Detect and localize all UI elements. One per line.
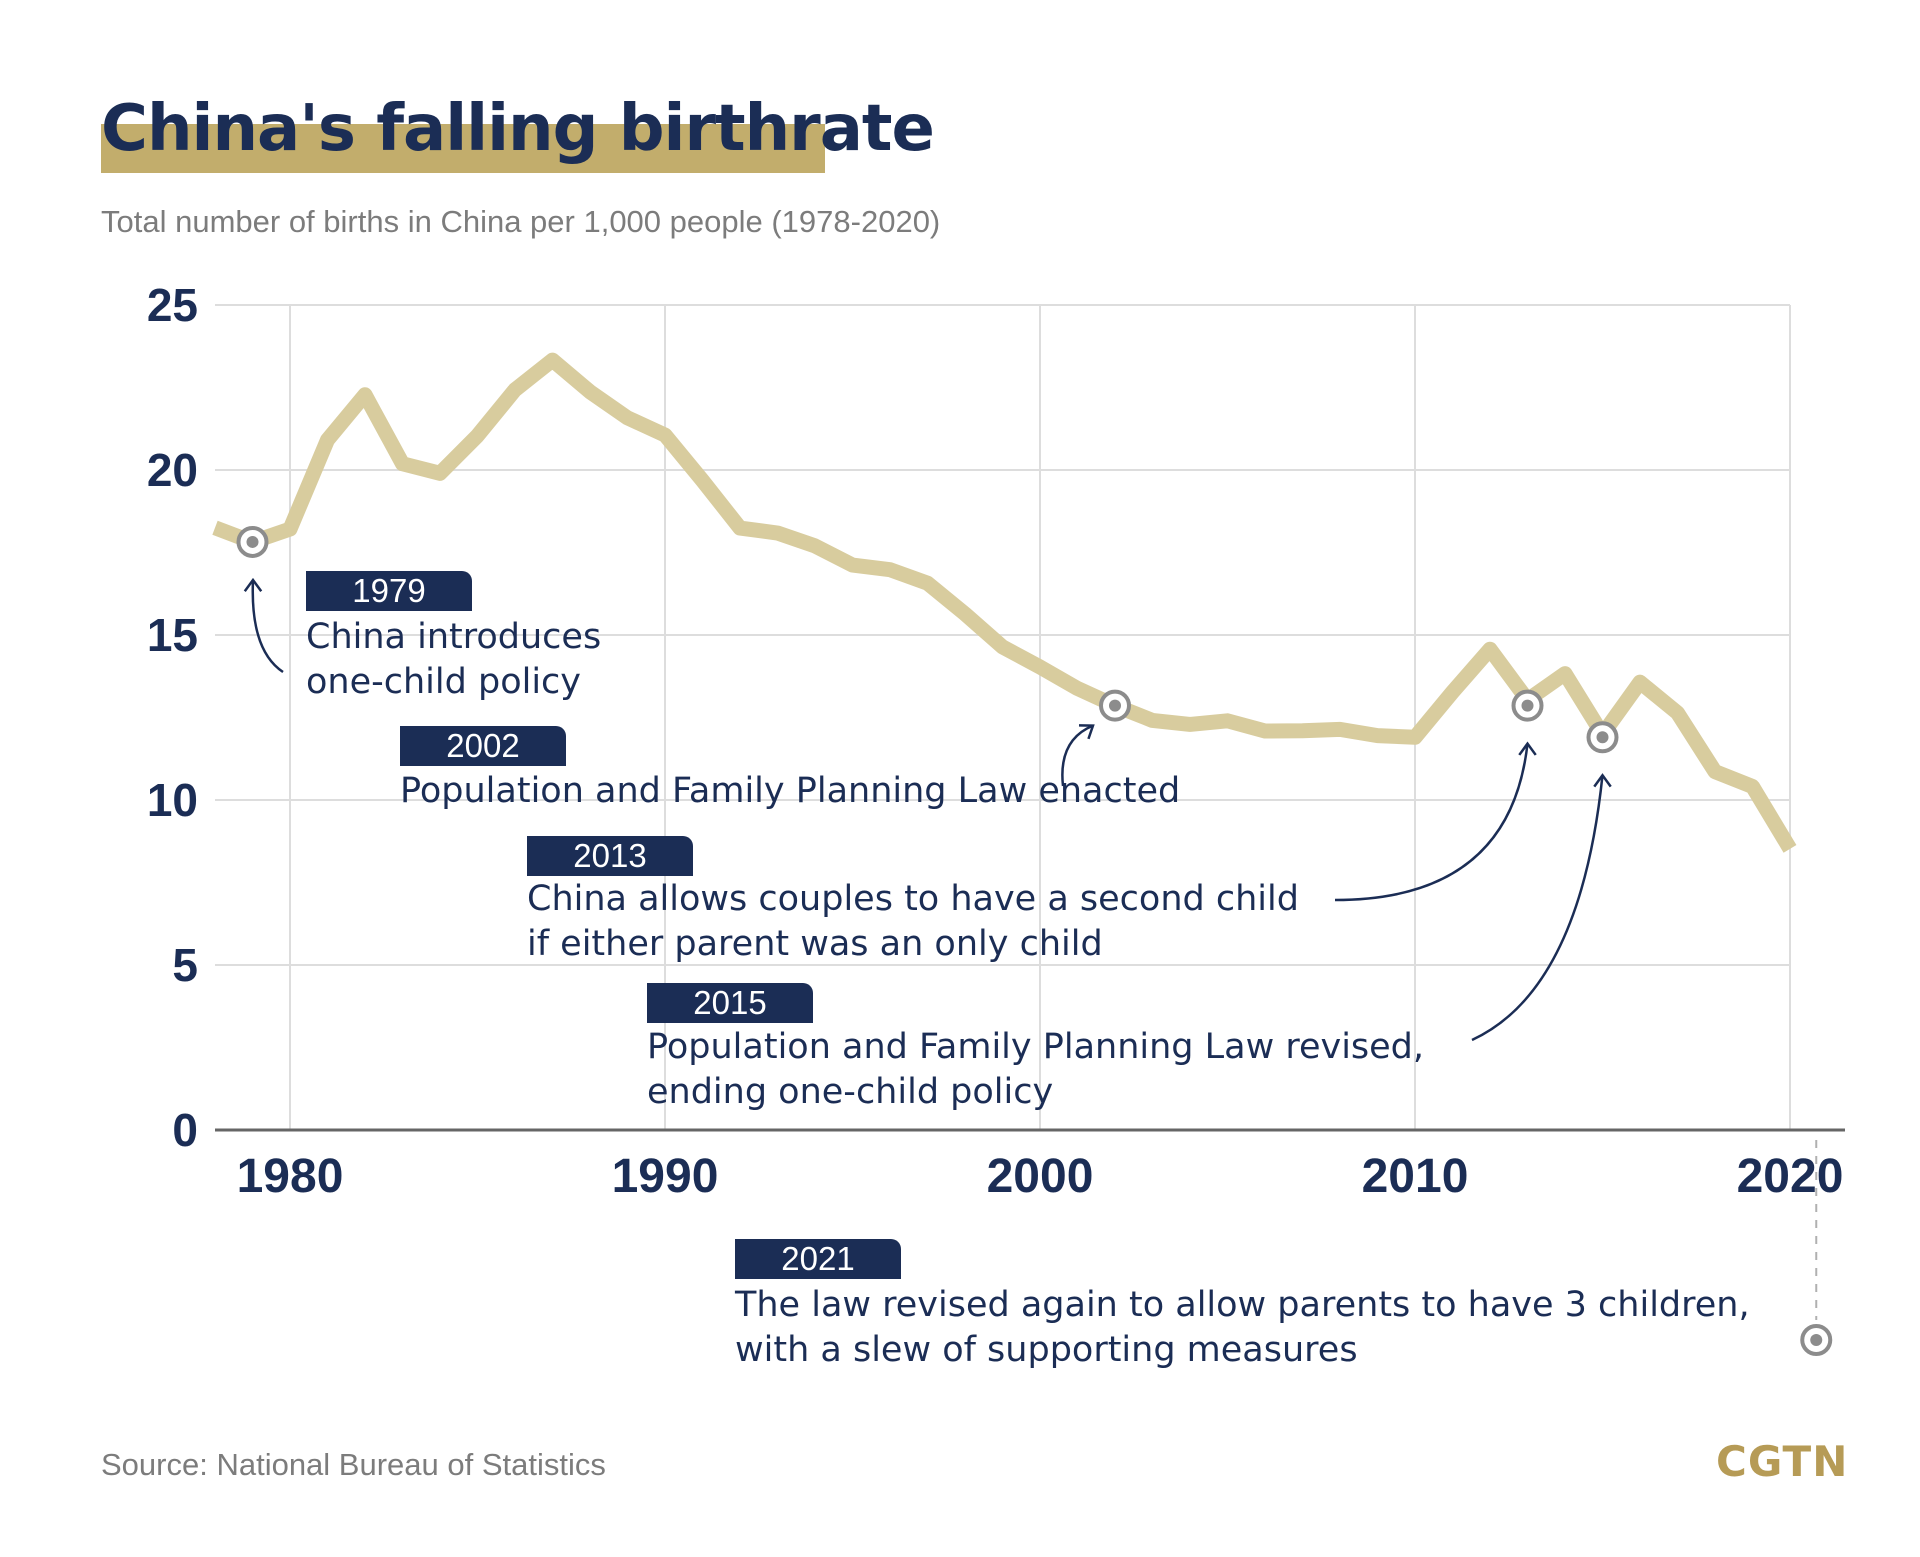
annotation-2015-tag: 2015 <box>647 983 813 1023</box>
title-underline-bar <box>101 124 825 173</box>
x-tick-label-2000: 2000 <box>987 1150 1094 1203</box>
annotation-2002-text: Population and Family Planning Law enact… <box>400 769 1180 814</box>
marker-2021-dot <box>1810 1334 1823 1346</box>
annotation-arrows <box>243 577 1818 1320</box>
annotation-2013-text: China allows couples to have a second ch… <box>527 877 1299 967</box>
marker-2002-dot <box>1109 699 1121 712</box>
annotation-2013-tag: 2013 <box>527 836 693 876</box>
x-tick-label-2020: 2020 <box>1737 1150 1844 1203</box>
annotation-2015-line-1: Population and Family Planning Law revis… <box>647 1027 1425 1067</box>
x-axis-ticks: 1980 1990 2000 2010 2020 <box>237 1150 1844 1203</box>
marker-1979-dot <box>246 535 259 548</box>
grid-lines <box>215 304 1845 1132</box>
arrow-2013 <box>1334 743 1529 902</box>
y-axis-ticks: 0 5 10 15 20 25 <box>147 279 198 1156</box>
arrow-1979 <box>251 579 284 674</box>
y-tick-label-20: 20 <box>147 444 198 496</box>
arrow-2002 <box>1061 724 1094 787</box>
annotation-2015-line-2: ending one-child policy <box>647 1072 1054 1112</box>
annotation-1979-tag: 1979 <box>306 571 472 611</box>
annotation-1979-line-2: one-child policy <box>306 662 582 702</box>
annotation-1979-text: China introduces one-child policy <box>306 615 601 705</box>
y-tick-label-5: 5 <box>172 939 198 991</box>
arrow-2015 <box>1471 775 1604 1042</box>
chart-title: China's falling birthrate <box>101 92 935 166</box>
annotation-2013-line-2: if either parent was an only child <box>527 924 1103 964</box>
y-tick-label-10: 10 <box>147 774 198 826</box>
annotation-2013-line-1: China allows couples to have a second ch… <box>527 879 1299 919</box>
x-tick-label-2010: 2010 <box>1362 1150 1469 1203</box>
annotation-2002-line-1: Population and Family Planning Law enact… <box>400 771 1181 811</box>
annotation-2015-text: Population and Family Planning Law revis… <box>647 1025 1424 1115</box>
annotation-1979-line-1: China introduces <box>306 617 602 657</box>
arrow-2015-head <box>1593 773 1612 788</box>
arrow-2013-head <box>1518 741 1537 756</box>
source-note: Source: National Bureau of Statistics <box>101 1447 606 1482</box>
x-tick-label-1980: 1980 <box>237 1150 344 1203</box>
arrow-2002-head <box>1078 724 1095 740</box>
cgtn-logo: CGTN <box>1716 1437 1849 1486</box>
y-tick-label-15: 15 <box>147 609 198 661</box>
x-tick-label-1990: 1990 <box>612 1150 719 1203</box>
marker-2013-dot <box>1521 699 1534 712</box>
annotation-2021-text: The law revised again to allow parents t… <box>735 1283 1750 1373</box>
y-tick-label-25: 25 <box>147 279 198 331</box>
annotation-2021-line-2: with a slew of supporting measures <box>735 1330 1358 1370</box>
annotation-markers <box>236 525 1833 1356</box>
y-tick-label-0: 0 <box>172 1104 198 1156</box>
annotation-2021-line-1: The law revised again to allow parents t… <box>735 1285 1750 1325</box>
arrow-1979-head <box>243 577 263 593</box>
marker-2015-dot <box>1596 731 1609 744</box>
chart-subtitle: Total number of births in China per 1,00… <box>101 204 941 239</box>
annotation-2021-tag: 2021 <box>735 1239 901 1279</box>
annotation-2002-tag: 2002 <box>400 726 566 766</box>
